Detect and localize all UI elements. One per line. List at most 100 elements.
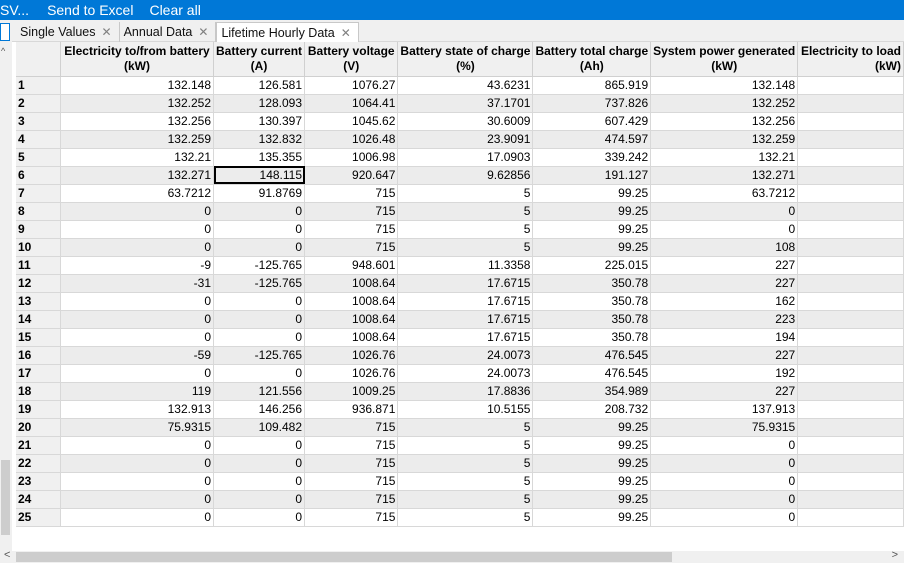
table-cell[interactable]: 715 [304, 238, 399, 257]
column-header[interactable]: Battery current (A) [213, 42, 306, 77]
table-cell[interactable] [797, 166, 904, 185]
table-cell[interactable] [797, 490, 904, 509]
table-cell[interactable]: 132.256 [650, 112, 799, 131]
table-cell[interactable]: -59 [60, 346, 215, 365]
row-header[interactable]: 17 [16, 364, 61, 383]
table-cell[interactable]: 99.25 [532, 238, 652, 257]
table-cell[interactable]: 0 [213, 292, 306, 311]
table-cell[interactable] [797, 292, 904, 311]
tab-annual-data[interactable]: Annual Data ✕ [120, 22, 217, 42]
table-cell[interactable]: 135.355 [213, 148, 306, 167]
row-header[interactable]: 20 [16, 418, 61, 437]
table-cell[interactable]: -9 [60, 256, 215, 275]
table-cell[interactable]: 126.581 [213, 76, 306, 95]
table-cell[interactable]: 132.148 [60, 76, 215, 95]
table-cell[interactable]: 715 [304, 220, 399, 239]
column-header[interactable]: Battery total charge (Ah) [532, 42, 652, 77]
table-cell[interactable] [797, 436, 904, 455]
table-cell[interactable]: 0 [650, 202, 799, 221]
table-row[interactable]: 14 0 0 1008.64 17.6715 350.78 223 [16, 310, 904, 329]
table-cell[interactable]: 132.259 [650, 130, 799, 149]
table-cell[interactable]: 132.271 [650, 166, 799, 185]
table-cell[interactable]: 132.256 [60, 112, 215, 131]
table-cell[interactable]: 17.0903 [397, 148, 534, 167]
table-row[interactable]: 8 0 0 715 5 99.25 0 [16, 202, 904, 221]
table-cell[interactable]: 1076.27 [304, 76, 399, 95]
table-row[interactable]: 10 0 0 715 5 99.25 108 [16, 238, 904, 257]
table-cell[interactable] [797, 202, 904, 221]
table-cell[interactable]: 75.9315 [60, 418, 215, 437]
table-cell[interactable]: 0 [60, 220, 215, 239]
table-cell[interactable]: 1006.98 [304, 148, 399, 167]
table-cell[interactable]: 948.601 [304, 256, 399, 275]
table-row[interactable]: 23 0 0 715 5 99.25 0 [16, 472, 904, 491]
table-cell[interactable]: 132.252 [650, 94, 799, 113]
table-row[interactable]: 9 0 0 715 5 99.25 0 [16, 220, 904, 239]
row-header[interactable]: 4 [16, 130, 61, 149]
table-cell[interactable]: 0 [60, 238, 215, 257]
table-row[interactable]: 17 0 0 1026.76 24.0073 476.545 192 [16, 364, 904, 383]
table-cell[interactable]: 63.7212 [60, 184, 215, 203]
table-cell[interactable]: 132.148 [650, 76, 799, 95]
table-cell[interactable] [797, 76, 904, 95]
table-cell[interactable] [797, 400, 904, 419]
table-cell[interactable]: 0 [60, 490, 215, 509]
table-cell[interactable]: 30.6009 [397, 112, 534, 131]
selected-list-item[interactable] [0, 23, 10, 41]
table-cell[interactable]: 350.78 [532, 310, 652, 329]
table-cell[interactable]: 715 [304, 454, 399, 473]
table-cell[interactable]: 11.3358 [397, 256, 534, 275]
table-cell[interactable]: 109.482 [213, 418, 306, 437]
table-row[interactable]: 3 132.256 130.397 1045.62 30.6009 607.429 132.… [16, 112, 904, 131]
row-header[interactable]: 21 [16, 436, 61, 455]
table-cell[interactable]: 17.8836 [397, 382, 534, 401]
table-cell[interactable]: 24.0073 [397, 364, 534, 383]
table-row[interactable]: 22 0 0 715 5 99.25 0 [16, 454, 904, 473]
close-icon[interactable]: ✕ [101, 25, 112, 39]
table-cell[interactable] [797, 346, 904, 365]
table-cell[interactable]: 0 [213, 202, 306, 221]
table-cell[interactable]: 0 [213, 454, 306, 473]
table-cell[interactable] [797, 274, 904, 293]
table-cell[interactable]: 715 [304, 508, 399, 527]
table-cell[interactable]: 0 [60, 472, 215, 491]
table-cell[interactable]: 0 [213, 508, 306, 527]
table-cell[interactable]: 99.25 [532, 472, 652, 491]
table-row[interactable]: 25 0 0 715 5 99.25 0 [16, 508, 904, 527]
table-cell[interactable]: 0 [213, 310, 306, 329]
table-cell[interactable]: 132.21 [60, 148, 215, 167]
table-cell[interactable]: 1026.76 [304, 364, 399, 383]
row-header[interactable]: 8 [16, 202, 61, 221]
table-row[interactable]: 19 132.913 146.256 936.871 10.5155 208.732 137… [16, 400, 904, 419]
table-row[interactable]: 21 0 0 715 5 99.25 0 [16, 436, 904, 455]
table-cell[interactable]: 223 [650, 310, 799, 329]
horizontal-scrollbar[interactable]: < > [0, 549, 904, 563]
table-cell[interactable]: 225.015 [532, 256, 652, 275]
table-cell[interactable]: 146.256 [213, 400, 306, 419]
table-cell[interactable]: 350.78 [532, 274, 652, 293]
table-cell[interactable]: 208.732 [532, 400, 652, 419]
table-row[interactable]: 5 132.21 135.355 1006.98 17.0903 339.242 132.2… [16, 148, 904, 167]
table-cell[interactable]: 350.78 [532, 292, 652, 311]
scroll-up-icon[interactable]: ^ [1, 46, 6, 56]
table-cell[interactable]: 9.62856 [397, 166, 534, 185]
table-cell[interactable]: 0 [60, 454, 215, 473]
table-row[interactable]: 2 132.252 128.093 1064.41 37.1701 737.826 132.… [16, 94, 904, 113]
table-cell[interactable]: 17.6715 [397, 292, 534, 311]
table-cell[interactable]: 162 [650, 292, 799, 311]
table-cell[interactable]: 0 [213, 472, 306, 491]
table-cell[interactable]: 10.5155 [397, 400, 534, 419]
table-cell[interactable]: 0 [60, 508, 215, 527]
table-row[interactable]: 15 0 0 1008.64 17.6715 350.78 194 [16, 328, 904, 347]
table-cell[interactable]: 1008.64 [304, 274, 399, 293]
row-header[interactable]: 23 [16, 472, 61, 491]
row-header[interactable]: 1 [16, 76, 61, 95]
table-cell[interactable]: 0 [213, 238, 306, 257]
table-row[interactable]: 13 0 0 1008.64 17.6715 350.78 162 [16, 292, 904, 311]
send-to-excel-button[interactable]: Send to Excel [47, 2, 134, 18]
table-cell[interactable]: 130.397 [213, 112, 306, 131]
row-header[interactable]: 19 [16, 400, 61, 419]
table-cell[interactable]: 132.271 [60, 166, 215, 185]
column-header[interactable]: Electricity to load (kW) [797, 42, 904, 77]
table-cell[interactable]: 1009.25 [304, 382, 399, 401]
